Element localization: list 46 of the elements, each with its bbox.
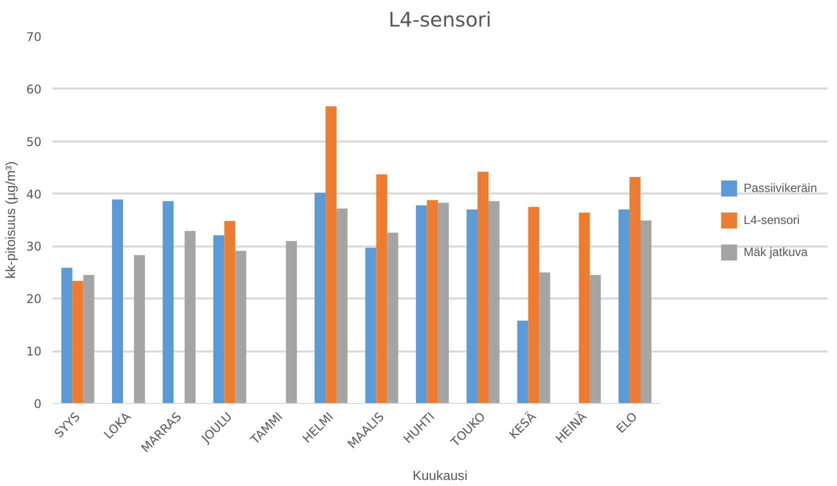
y-axis-title: kk-pitoisuus (µg/m³) — [3, 161, 18, 279]
y-tick-label: 0 — [34, 397, 42, 411]
bar — [365, 248, 376, 404]
bar — [184, 231, 196, 404]
y-tick-label: 40 — [26, 187, 42, 202]
bar — [416, 205, 427, 404]
bar — [376, 174, 388, 404]
bar — [286, 240, 297, 404]
bar — [314, 192, 326, 404]
x-tick-label: ELO — [614, 410, 640, 436]
bar — [618, 210, 630, 404]
bar — [438, 202, 449, 404]
x-axis-title: Kuukausi — [412, 468, 468, 484]
bar — [134, 255, 145, 404]
y-tick-label: 60 — [26, 82, 42, 96]
y-tick-label: 10 — [26, 344, 42, 359]
legend-label: Passiivikeräin — [744, 180, 817, 194]
bar — [235, 250, 246, 404]
bar — [162, 201, 174, 404]
bar — [83, 275, 94, 404]
chart-title: L4-sensori — [388, 8, 492, 32]
bar — [590, 275, 601, 404]
y-tick-label: 30 — [26, 240, 42, 254]
bar — [61, 268, 72, 404]
bar — [578, 212, 590, 404]
bar — [213, 235, 224, 404]
y-tick-label: 50 — [26, 134, 42, 149]
legend-label: L4-sensori — [744, 212, 800, 226]
bar — [630, 177, 641, 404]
bar — [528, 206, 540, 404]
bar — [488, 201, 500, 404]
bar — [466, 210, 478, 404]
bar — [517, 320, 528, 404]
bar — [112, 200, 123, 404]
bar — [224, 221, 236, 404]
legend-label: Mäk jatkuva — [744, 244, 808, 258]
bar — [539, 272, 550, 404]
y-tick-label: 20 — [26, 292, 42, 306]
bar — [72, 280, 84, 404]
y-tick-label: 70 — [26, 30, 42, 44]
bar — [336, 208, 348, 404]
bar — [640, 220, 652, 404]
bar — [426, 200, 438, 404]
bar — [387, 232, 398, 404]
bar — [326, 106, 337, 404]
bar — [478, 172, 489, 404]
